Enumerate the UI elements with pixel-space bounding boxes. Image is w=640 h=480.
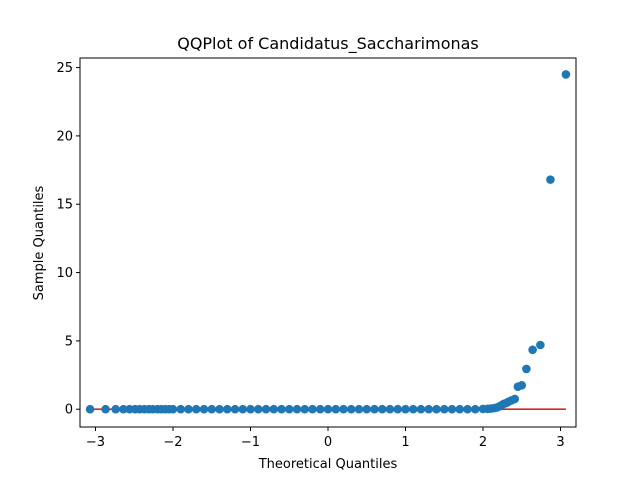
data-point-42 [385, 404, 395, 414]
data-point-34 [323, 404, 333, 414]
data-point-69 [528, 345, 537, 355]
data-point-27 [269, 404, 279, 414]
y-tick-label-3: 15 [56, 198, 73, 213]
data-point-16 [184, 404, 193, 414]
y-tick-label-0: 0 [65, 403, 73, 418]
data-point-65 [510, 394, 520, 404]
data-point-49 [439, 404, 449, 414]
data-point-0 [85, 404, 95, 414]
data-point-28 [277, 404, 286, 414]
data-point-18 [199, 404, 209, 414]
data-point-1 [101, 404, 110, 414]
data-point-50 [447, 404, 457, 414]
data-point-23 [238, 404, 248, 414]
chart-title: QQPlot of Candidatus_Saccharimonas [177, 34, 479, 54]
data-point-46 [416, 404, 426, 414]
data-point-38 [354, 404, 364, 414]
x-axis-ticks: −3 −2 −1 0 1 2 3 [86, 427, 565, 450]
y-tick-label-2: 10 [56, 266, 73, 281]
data-point-67 [517, 381, 527, 390]
data-point-31 [300, 404, 310, 414]
data-point-25 [253, 404, 263, 414]
data-point-30 [292, 404, 302, 414]
data-point-45 [408, 404, 418, 414]
data-point-17 [191, 404, 201, 414]
data-point-2 [111, 404, 120, 414]
data-point-72 [561, 70, 571, 79]
data-point-26 [261, 404, 271, 414]
y-tick-label-4: 20 [56, 129, 73, 144]
data-point-24 [246, 404, 255, 414]
data-point-32 [308, 404, 317, 414]
y-tick-label-1: 5 [65, 334, 73, 349]
data-point-39 [362, 404, 372, 414]
x-tick-label-3: 0 [324, 435, 332, 450]
data-point-47 [424, 404, 434, 414]
data-point-51 [455, 404, 465, 414]
data-point-37 [346, 404, 356, 414]
data-point-48 [432, 404, 441, 414]
data-point-15 [176, 404, 186, 414]
data-point-36 [339, 404, 348, 414]
data-point-68 [522, 364, 531, 374]
y-axis-label: Sample Quantiles [32, 185, 47, 300]
data-point-70 [536, 340, 545, 350]
data-point-22 [230, 404, 240, 414]
points-layer [85, 70, 571, 414]
data-point-43 [393, 404, 403, 414]
data-point-35 [331, 404, 341, 414]
data-point-40 [370, 404, 379, 414]
y-axis-ticks: 0 5 10 15 20 25 [56, 61, 80, 418]
y-tick-label-5: 25 [56, 61, 73, 76]
data-point-33 [315, 404, 325, 414]
data-point-53 [470, 404, 480, 414]
data-point-19 [207, 404, 217, 414]
data-point-41 [377, 404, 387, 414]
x-axis-label: Theoretical Quantiles [258, 457, 398, 472]
data-point-71 [546, 175, 555, 184]
data-point-20 [215, 404, 224, 414]
x-tick-label-1: −2 [163, 435, 182, 450]
x-tick-label-2: −1 [241, 435, 260, 450]
data-point-21 [222, 404, 232, 414]
data-point-14 [168, 404, 178, 414]
data-point-3 [119, 404, 128, 414]
x-tick-label-4: 1 [401, 435, 409, 450]
plot-area [85, 70, 571, 414]
x-tick-label-0: −3 [86, 435, 105, 450]
x-tick-label-6: 3 [556, 435, 564, 450]
data-point-52 [463, 404, 472, 414]
data-point-29 [284, 404, 294, 414]
data-point-44 [401, 404, 410, 414]
x-tick-label-5: 2 [479, 435, 487, 450]
